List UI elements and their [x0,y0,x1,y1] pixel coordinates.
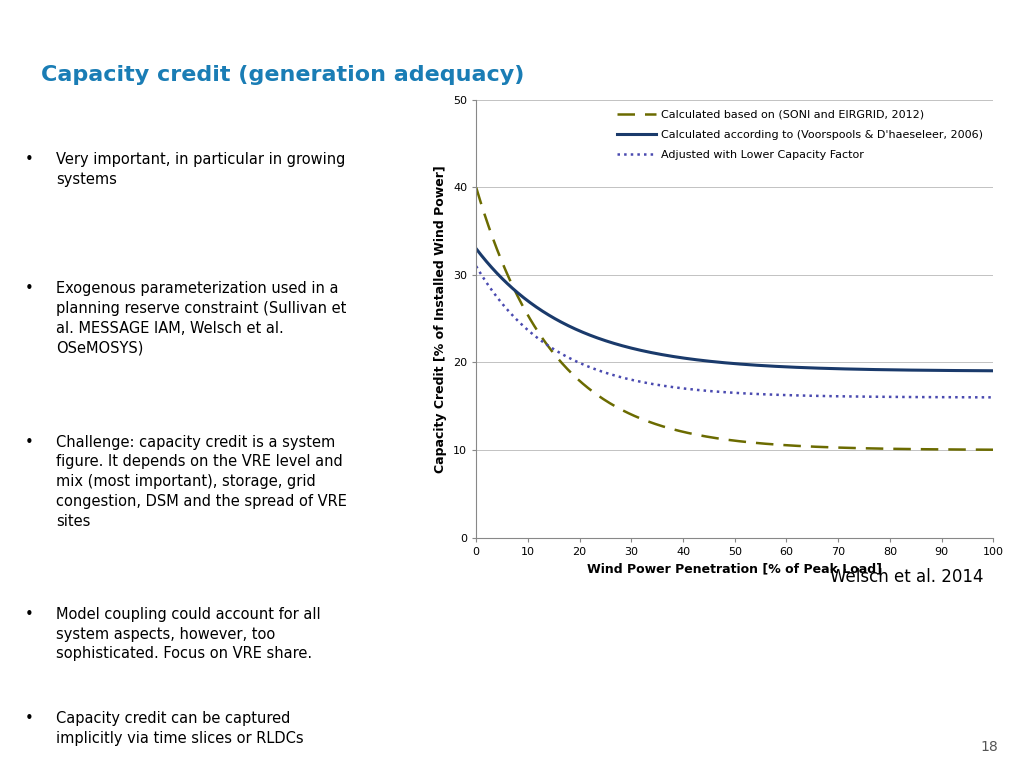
Calculated according to (Voorspools & D'haeseleer, 2006) [987,366,999,376]
Text: •: • [25,281,34,296]
Calculated based on (SONI and EIRGRID, 2012) [750,439,762,448]
Text: •: • [25,711,34,727]
X-axis label: Wind Power Penetration [% of Peak Load]: Wind Power Penetration [% of Peak Load] [587,562,883,575]
Text: Capacity credit (generation adequacy): Capacity credit (generation adequacy) [41,65,524,85]
Calculated based on (SONI and EIRGRID, 2012) [719,435,731,444]
Legend: Calculated based on (SONI and EIRGRID, 2012), Calculated according to (Voorspool: Calculated based on (SONI and EIRGRID, 2… [612,105,988,164]
Calculated based on (SONI and EIRGRID, 2012) [716,435,728,444]
Calculated according to (Voorspools & D'haeseleer, 2006) [750,361,762,370]
Calculated based on (SONI and EIRGRID, 2012) [778,441,791,450]
Calculated based on (SONI and EIRGRID, 2012) [894,445,906,454]
Text: Exogenous parameterization used in a
planning reserve constraint (Sullivan et
al: Exogenous parameterization used in a pla… [55,281,346,356]
Adjusted with Lower Capacity Factor [716,387,728,396]
Adjusted with Lower Capacity Factor [987,392,999,402]
Line: Adjusted with Lower Capacity Factor: Adjusted with Lower Capacity Factor [476,266,993,397]
Text: •: • [25,607,34,622]
Calculated based on (SONI and EIRGRID, 2012) [987,445,999,455]
Calculated according to (Voorspools & D'haeseleer, 2006) [719,358,731,367]
Calculated according to (Voorspools & D'haeseleer, 2006) [975,366,987,376]
Calculated according to (Voorspools & D'haeseleer, 2006) [778,362,791,372]
Adjusted with Lower Capacity Factor [719,388,731,397]
Text: Model coupling could account for all
system aspects, however, too
sophisticated.: Model coupling could account for all sys… [55,607,321,661]
Adjusted with Lower Capacity Factor [750,389,762,399]
Line: Calculated based on (SONI and EIRGRID, 2012): Calculated based on (SONI and EIRGRID, 2… [476,187,993,450]
Text: •: • [25,152,34,167]
Text: 18: 18 [981,740,998,754]
Adjusted with Lower Capacity Factor [470,262,482,271]
Text: Very important, in particular in growing
systems: Very important, in particular in growing… [55,152,345,187]
Adjusted with Lower Capacity Factor [778,390,791,399]
Text: Welsch et al. 2014: Welsch et al. 2014 [829,568,983,586]
Text: Capacity credit can be captured
implicitly via time slices or RLDCs: Capacity credit can be captured implicit… [55,711,303,746]
Adjusted with Lower Capacity Factor [975,392,987,402]
Calculated according to (Voorspools & D'haeseleer, 2006) [470,244,482,253]
Calculated according to (Voorspools & D'haeseleer, 2006) [894,366,906,375]
Calculated based on (SONI and EIRGRID, 2012) [975,445,987,454]
Adjusted with Lower Capacity Factor [894,392,906,402]
Text: •: • [25,435,34,450]
Calculated based on (SONI and EIRGRID, 2012) [470,183,482,192]
Y-axis label: Capacity Credit [% of Installed Wind Power]: Capacity Credit [% of Installed Wind Pow… [434,165,447,472]
Calculated according to (Voorspools & D'haeseleer, 2006) [716,358,728,367]
Text: Challenge: capacity credit is a system
figure. It depends on the VRE level and
m: Challenge: capacity credit is a system f… [55,435,346,529]
Line: Calculated according to (Voorspools & D'haeseleer, 2006): Calculated according to (Voorspools & D'… [476,249,993,371]
